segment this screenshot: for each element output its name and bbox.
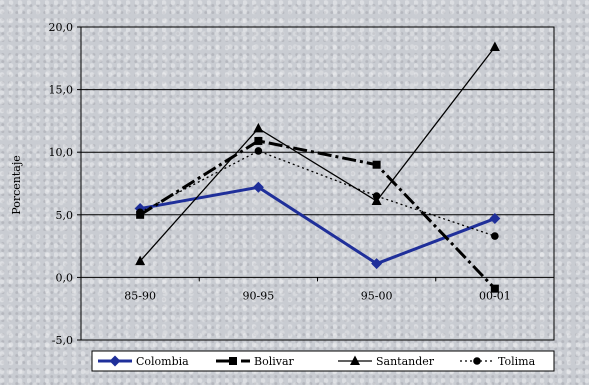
plot-area (80, 26, 555, 341)
legend-marker (229, 357, 237, 365)
data-point (254, 136, 263, 145)
data-point (371, 195, 382, 206)
data-point (136, 208, 144, 217)
legend-marker (473, 357, 481, 365)
data-point (372, 192, 381, 200)
series-layer (134, 41, 501, 293)
x-tick-label: 95-00 (361, 289, 393, 302)
legend-label: Bolivar (254, 355, 295, 368)
legend-label: Colombia (136, 355, 189, 368)
series-colombia (134, 181, 501, 270)
data-point (490, 284, 499, 293)
series-line (139, 150, 496, 237)
data-point (252, 181, 264, 193)
legend: Colombia Bolivar Santander Tolima (91, 350, 555, 372)
data-point (254, 147, 263, 155)
axis-layer: -5,0 0,0 5,0 10,0 15,0 20,0 85-90 90-95 95-00 00-… (49, 21, 555, 347)
x-tick-label: 00-01 (479, 289, 511, 302)
data-point (489, 213, 501, 225)
y-tick-label: -5,0 (52, 334, 73, 347)
x-tick-label: 90-95 (243, 289, 275, 302)
y-tick-label: 20,0 (49, 21, 74, 34)
series-line (139, 46, 496, 262)
data-point (372, 160, 381, 169)
x-tick-label: 85-90 (124, 289, 156, 302)
series-line (139, 185, 496, 266)
series-line (139, 139, 496, 290)
legend-entry: Colombia (98, 355, 189, 368)
data-point (135, 255, 146, 266)
legend-entry: Tolima (460, 355, 536, 368)
legend-entry: Santander (338, 355, 435, 368)
legend-marker (350, 355, 360, 365)
y-tick-label: 0,0 (56, 271, 74, 284)
grid-layer (80, 26, 555, 341)
y-tick-label: 10,0 (49, 146, 74, 159)
y-tick-label: 5,0 (56, 209, 74, 222)
legend-label: Santander (376, 355, 435, 368)
legend-label: Tolima (498, 355, 536, 368)
y-tick-label: 15,0 (49, 84, 74, 97)
data-point (489, 41, 500, 52)
data-point (371, 258, 383, 270)
data-point (491, 232, 499, 240)
legend-marker (109, 355, 121, 367)
legend-box (91, 350, 555, 372)
series-tolima (136, 147, 499, 240)
data-point (253, 122, 264, 133)
y-axis-label: Porcentaje (10, 155, 23, 215)
series-santander (135, 41, 500, 266)
legend-entry: Bolivar (216, 355, 295, 368)
